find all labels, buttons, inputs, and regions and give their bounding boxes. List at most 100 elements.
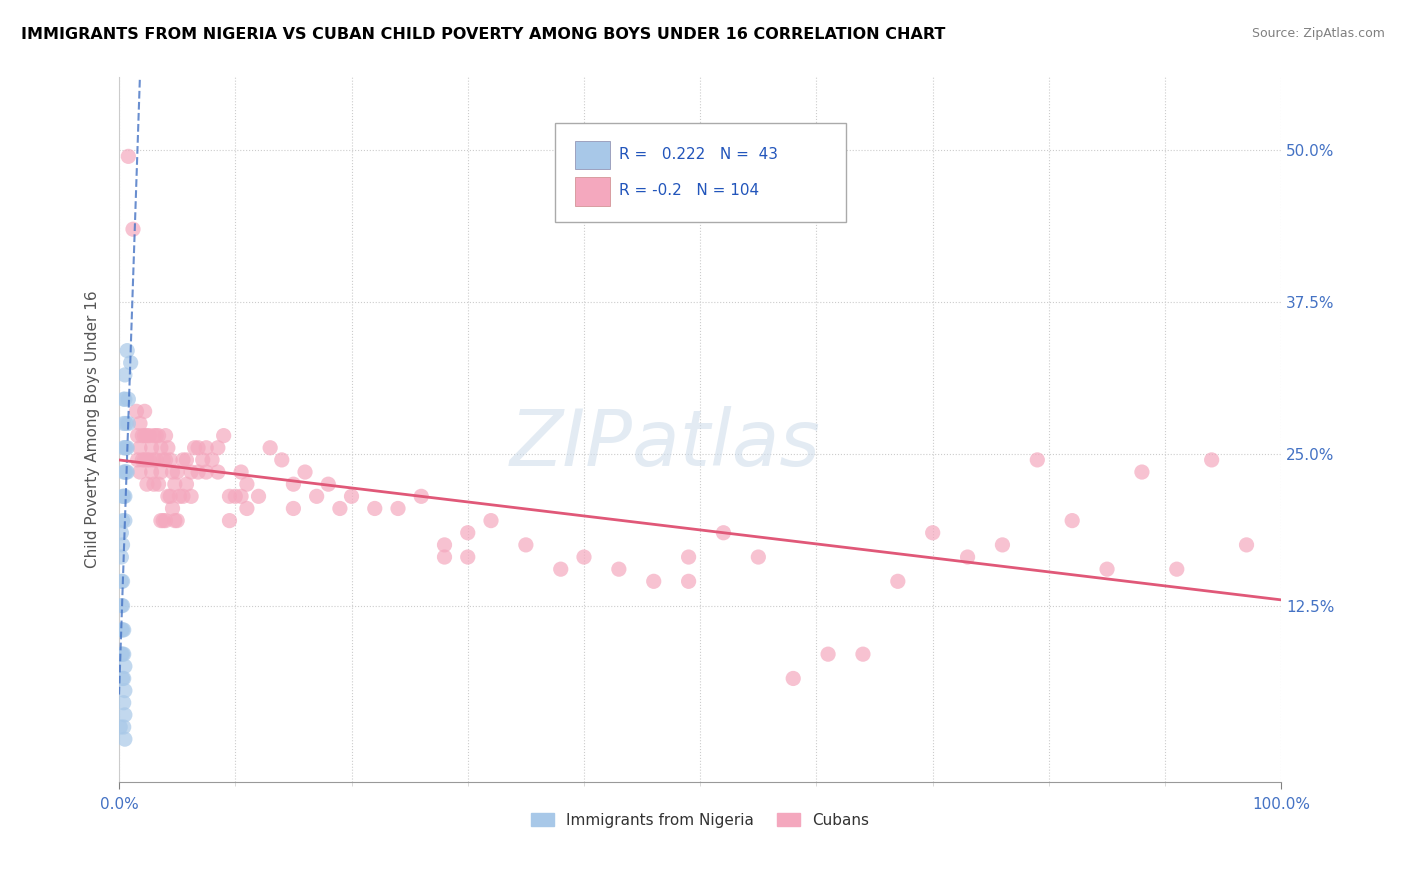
- Point: [110, 623, 132, 637]
- Point: [1062, 514, 1084, 528]
- Point: [921, 525, 943, 540]
- Point: [364, 501, 387, 516]
- Point: [142, 428, 165, 442]
- Point: [387, 501, 409, 516]
- Point: [201, 453, 224, 467]
- Point: [112, 647, 135, 661]
- Point: [136, 477, 159, 491]
- Point: [145, 428, 167, 442]
- Point: [111, 647, 134, 661]
- Point: [134, 428, 156, 442]
- FancyBboxPatch shape: [555, 123, 845, 222]
- Point: [229, 489, 252, 503]
- Point: [224, 489, 246, 503]
- Point: [643, 574, 665, 589]
- Point: [111, 574, 134, 589]
- Point: [110, 647, 132, 661]
- Point: [183, 441, 205, 455]
- Point: [678, 549, 700, 564]
- Point: [115, 465, 138, 479]
- Point: [141, 441, 163, 455]
- Point: [115, 441, 138, 455]
- Point: [479, 514, 502, 528]
- Point: [817, 647, 839, 661]
- Point: [114, 514, 136, 528]
- Point: [187, 441, 209, 455]
- Point: [115, 417, 138, 431]
- Point: [678, 574, 700, 589]
- Point: [340, 489, 363, 503]
- Legend: Immigrants from Nigeria, Cubans: Immigrants from Nigeria, Cubans: [524, 806, 876, 834]
- Point: [152, 514, 174, 528]
- Point: [134, 453, 156, 467]
- Point: [212, 428, 235, 442]
- Point: [433, 538, 456, 552]
- Point: [142, 453, 165, 467]
- Point: [114, 489, 136, 503]
- Point: [1026, 453, 1049, 467]
- Point: [155, 453, 177, 467]
- Point: [111, 489, 134, 503]
- Point: [283, 477, 305, 491]
- Point: [218, 514, 240, 528]
- Point: [713, 525, 735, 540]
- Point: [149, 514, 172, 528]
- Point: [114, 707, 136, 722]
- Point: [112, 720, 135, 734]
- Point: [329, 501, 352, 516]
- Point: [169, 489, 191, 503]
- Point: [991, 538, 1014, 552]
- Point: [112, 392, 135, 407]
- Point: [1095, 562, 1118, 576]
- Point: [117, 149, 139, 163]
- Point: [149, 441, 172, 455]
- Point: [162, 465, 184, 479]
- Point: [136, 453, 159, 467]
- Point: [191, 453, 214, 467]
- Point: [114, 441, 136, 455]
- Point: [114, 368, 136, 382]
- Point: [180, 465, 202, 479]
- Point: [112, 623, 135, 637]
- Point: [187, 465, 209, 479]
- Point: [114, 683, 136, 698]
- Point: [138, 453, 160, 467]
- Point: [163, 477, 186, 491]
- Point: [236, 501, 259, 516]
- Point: [259, 441, 281, 455]
- Point: [111, 514, 134, 528]
- Point: [145, 453, 167, 467]
- Point: [247, 489, 270, 503]
- Point: [114, 732, 136, 747]
- Point: [129, 417, 152, 431]
- Point: [110, 549, 132, 564]
- Point: [131, 453, 153, 467]
- Point: [112, 465, 135, 479]
- Point: [195, 465, 218, 479]
- Point: [156, 441, 179, 455]
- Point: [782, 672, 804, 686]
- Point: [129, 441, 152, 455]
- Point: [110, 525, 132, 540]
- Point: [115, 343, 138, 358]
- Point: [283, 501, 305, 516]
- Point: [114, 392, 136, 407]
- Point: [152, 453, 174, 467]
- Point: [852, 647, 875, 661]
- Point: [111, 623, 134, 637]
- Point: [1236, 538, 1258, 552]
- Point: [149, 465, 172, 479]
- Point: [114, 659, 136, 673]
- Point: [218, 489, 240, 503]
- Point: [515, 538, 537, 552]
- Text: R =   0.222   N =  43: R = 0.222 N = 43: [619, 146, 778, 161]
- Point: [112, 417, 135, 431]
- Text: Source: ZipAtlas.com: Source: ZipAtlas.com: [1251, 27, 1385, 40]
- Point: [550, 562, 572, 576]
- Point: [411, 489, 433, 503]
- Point: [747, 549, 769, 564]
- Point: [229, 465, 252, 479]
- Point: [294, 465, 316, 479]
- Point: [1166, 562, 1188, 576]
- Point: [108, 720, 131, 734]
